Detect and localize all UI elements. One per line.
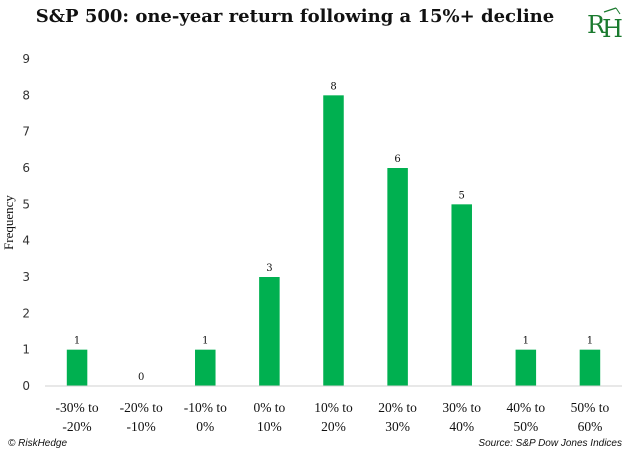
source-footer: Source: S&P Dow Jones Indices — [478, 438, 622, 449]
data-label: 1 — [587, 336, 593, 347]
x-tick-label: -20% to -10% — [120, 400, 163, 434]
x-tick-label: 0% to 10% — [253, 400, 285, 434]
y-tick-label: 5 — [22, 197, 30, 211]
bar — [579, 349, 601, 386]
bar — [195, 349, 216, 386]
data-label: 5 — [459, 190, 465, 201]
y-tick-label: 8 — [22, 88, 30, 102]
data-label: 1 — [74, 336, 80, 347]
copyright-footer: © RiskHedge — [8, 438, 68, 449]
x-tick-label: 40% to 50% — [507, 400, 546, 434]
y-tick-label: 9 — [22, 52, 30, 66]
x-tick-label: 30% to 40% — [442, 400, 481, 434]
x-tick-label: 20% to 30% — [378, 400, 417, 434]
y-tick-label: 0 — [22, 379, 30, 393]
data-label: 1 — [202, 336, 208, 347]
x-tick-label: -30% to -20% — [55, 400, 98, 434]
data-label: 1 — [523, 336, 529, 347]
chart-title: S&P 500: one-year return following a 15%… — [35, 6, 555, 27]
x-tick-label: 10% to 20% — [314, 400, 353, 434]
svg-text:R: R — [587, 11, 606, 39]
svg-text:H: H — [602, 15, 622, 42]
y-tick-label: 2 — [22, 306, 30, 320]
x-tick-label: -10% to 0% — [184, 400, 227, 434]
data-label: 8 — [330, 81, 336, 92]
bar — [387, 168, 408, 386]
bar — [259, 277, 280, 386]
x-tick-label: 50% to 60% — [571, 400, 610, 434]
data-label: 3 — [266, 263, 272, 274]
bar — [66, 349, 88, 386]
y-tick-label: 3 — [22, 270, 30, 284]
bar — [515, 349, 537, 386]
data-label: 6 — [394, 154, 400, 165]
bar — [323, 95, 344, 386]
y-axis-title: Frequency — [1, 195, 16, 250]
bar — [451, 204, 472, 386]
y-tick-label: 7 — [22, 125, 30, 139]
y-tick-label: 1 — [22, 343, 30, 357]
y-tick-label: 4 — [22, 234, 30, 248]
y-tick-label: 6 — [22, 161, 30, 175]
riskhedge-logo-icon: R H — [587, 7, 622, 42]
data-label: 0 — [138, 372, 144, 383]
